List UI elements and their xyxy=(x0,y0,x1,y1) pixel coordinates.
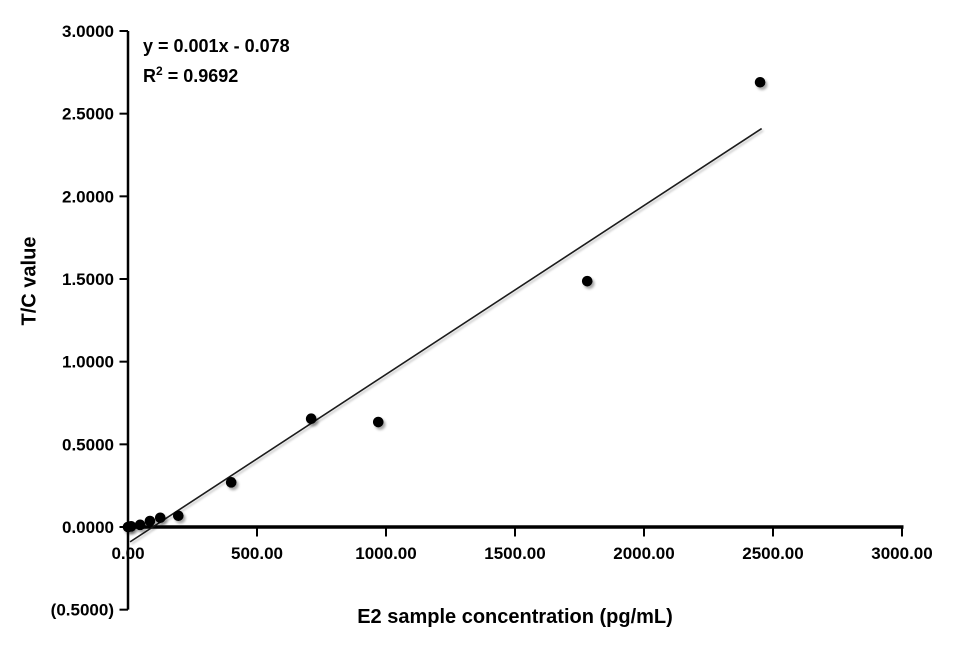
y-tick-label: 3.0000 xyxy=(62,22,114,41)
x-tick-label: 2000.00 xyxy=(613,544,674,563)
y-tick-label: 1.5000 xyxy=(62,270,114,289)
x-tick-label: 1500.00 xyxy=(484,544,545,563)
data-point xyxy=(581,275,593,287)
trendline-equation: y = 0.001x - 0.078 R2 = 0.9692 xyxy=(143,34,290,89)
y-tick-label: (0.5000) xyxy=(51,601,114,620)
y-axis-title: T/C value xyxy=(18,236,41,326)
data-point xyxy=(134,519,146,531)
x-tick-label: 3000.00 xyxy=(871,544,932,563)
equation-line: y = 0.001x - 0.078 xyxy=(143,36,290,56)
y-tick-label: 0.0000 xyxy=(62,518,114,537)
trendline xyxy=(129,127,763,543)
r-squared-sup: 2 xyxy=(156,64,163,78)
r-squared-prefix: R xyxy=(143,66,156,86)
y-tick-label: 0.5000 xyxy=(62,435,114,454)
x-axis-title: E2 sample concentration (pg/mL) xyxy=(357,606,673,628)
y-tick-label: 2.0000 xyxy=(62,187,114,206)
x-tick-label: 0.00 xyxy=(111,544,144,563)
y-tick-label: 2.5000 xyxy=(62,105,114,124)
r-squared-value: = 0.9692 xyxy=(162,66,239,86)
data-point xyxy=(125,521,137,532)
data-point xyxy=(754,76,766,88)
y-tick-label: 1.0000 xyxy=(62,353,114,372)
data-point xyxy=(305,413,317,425)
data-point xyxy=(225,477,237,488)
x-tick-label: 2500.00 xyxy=(742,544,803,563)
data-point xyxy=(372,416,384,428)
x-tick-label: 500.00 xyxy=(231,544,283,563)
data-point xyxy=(144,515,156,527)
x-tick-label: 1000.00 xyxy=(355,544,416,563)
r-squared-line: R2 = 0.9692 xyxy=(143,59,290,89)
data-point xyxy=(154,512,166,524)
data-point xyxy=(173,510,184,522)
